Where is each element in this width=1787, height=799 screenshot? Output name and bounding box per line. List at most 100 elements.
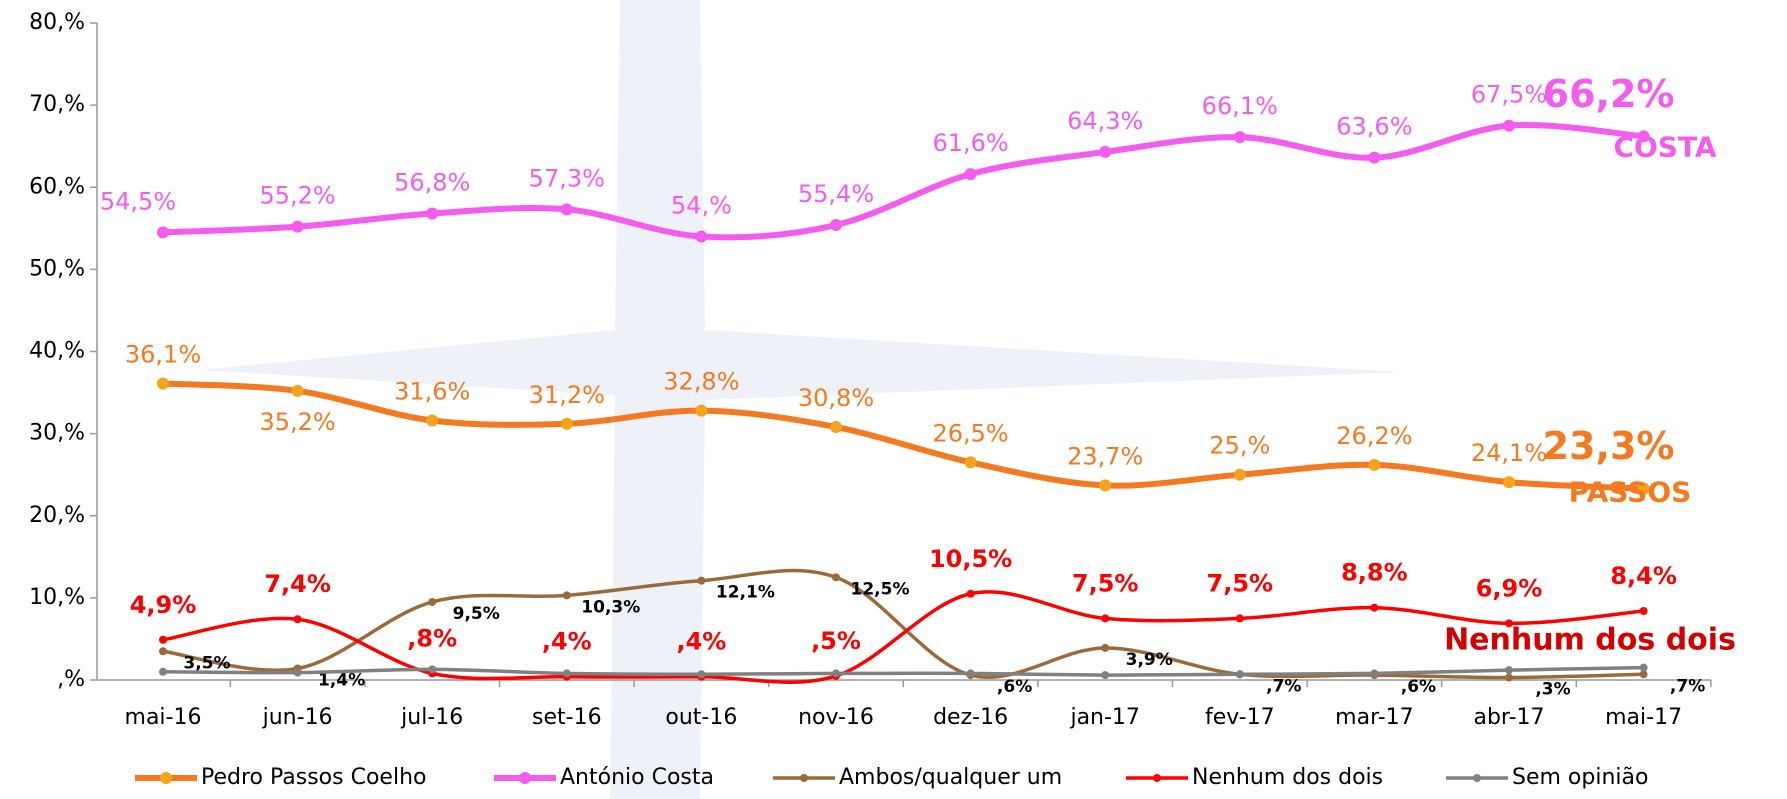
data-label: ,4% (676, 628, 726, 656)
data-point (157, 378, 169, 390)
data-point (1370, 669, 1378, 677)
x-tick-label: jul-16 (400, 705, 463, 730)
data-point (965, 168, 977, 180)
data-label: 9,5% (453, 604, 500, 624)
legend-label: Nenhum dos dois (1192, 765, 1383, 790)
data-point (1234, 469, 1246, 481)
data-label: 66,1% (1202, 92, 1278, 120)
data-point (563, 669, 571, 677)
data-point (292, 385, 304, 397)
data-label: 23,3% (1543, 424, 1675, 468)
data-label: 31,6% (394, 377, 470, 405)
legend-marker (1473, 774, 1481, 782)
data-label: 10,3% (581, 597, 640, 617)
data-point (1503, 476, 1515, 488)
annotation: COSTA (1613, 130, 1716, 163)
x-tick-label: out-16 (665, 705, 737, 730)
data-label: 35,2% (259, 408, 335, 436)
data-point (1505, 666, 1513, 674)
data-point (1236, 614, 1244, 622)
data-label: 7,5% (1072, 569, 1139, 597)
data-point (1370, 604, 1378, 612)
x-tick-label: abr-17 (1473, 705, 1544, 730)
data-label: 10,5% (929, 545, 1012, 573)
data-label: ,6% (997, 677, 1032, 697)
data-label: 36,1% (125, 341, 201, 369)
legend-label: Sem opinião (1512, 765, 1648, 790)
legend-label: Ambos/qualquer um (839, 765, 1062, 790)
data-point (561, 418, 573, 430)
data-label: 8,8% (1341, 559, 1408, 587)
data-label: 55,4% (798, 180, 874, 208)
data-point (832, 573, 840, 581)
data-label: 63,6% (1336, 113, 1412, 141)
chart: ,%10,%20,%30,%40,%50,%60,%70,%80,%mai-16… (0, 0, 1787, 799)
data-label: 61,6% (932, 129, 1008, 157)
series-line (163, 668, 1644, 675)
x-tick-label: set-16 (532, 705, 602, 730)
data-point (1640, 664, 1648, 672)
series-line (163, 125, 1644, 237)
y-tick-label: 80,% (29, 10, 85, 35)
data-label: 55,2% (259, 182, 335, 210)
x-tick-label: nov-16 (798, 705, 874, 730)
data-label: 7,5% (1207, 569, 1274, 597)
data-point (830, 421, 842, 433)
data-label: ,5% (811, 627, 861, 655)
data-point (159, 636, 167, 644)
x-tick-label: mar-17 (1335, 705, 1413, 730)
data-point (1101, 644, 1109, 652)
y-tick-label: 40,% (29, 339, 85, 364)
data-point (294, 669, 302, 677)
data-label: 54,% (671, 192, 732, 220)
data-point (1234, 131, 1246, 143)
data-point (428, 665, 436, 673)
data-point (159, 668, 167, 676)
legend-label: António Costa (560, 765, 714, 790)
y-tick-label: 50,% (29, 256, 85, 281)
legend-marker (800, 774, 808, 782)
data-point (294, 615, 302, 623)
data-label: 12,5% (851, 579, 910, 599)
x-tick-label: mai-16 (125, 705, 202, 730)
data-point (428, 598, 436, 606)
data-label: ,8% (407, 624, 457, 652)
data-label: 25,% (1209, 432, 1270, 460)
data-point (695, 231, 707, 243)
data-point (1101, 614, 1109, 622)
legend-marker (160, 772, 172, 784)
data-label: 56,8% (394, 169, 470, 197)
data-label: 57,3% (529, 164, 605, 192)
y-tick-label: 10,% (29, 585, 85, 610)
data-label: ,6% (1401, 677, 1436, 697)
data-point (697, 577, 705, 585)
data-point (965, 456, 977, 468)
series-line (163, 384, 1644, 489)
data-label: 3,9% (1126, 650, 1173, 670)
data-label: 8,4% (1610, 562, 1677, 590)
data-point (695, 405, 707, 417)
data-label: 7,4% (264, 570, 331, 598)
data-point (1368, 459, 1380, 471)
y-tick-label: 20,% (29, 503, 85, 528)
data-label: ,4% (542, 628, 592, 656)
data-point (1099, 479, 1111, 491)
data-label: 31,2% (529, 381, 605, 409)
data-point (967, 590, 975, 598)
data-label: 24,1% (1471, 439, 1547, 467)
data-label: ,7% (1266, 676, 1301, 696)
data-label: 67,5% (1471, 81, 1547, 109)
data-point (1236, 670, 1244, 678)
data-label: ,7% (1670, 676, 1705, 696)
data-point (1505, 674, 1513, 682)
y-tick-label: 30,% (29, 421, 85, 446)
x-tick-label: mai-17 (1605, 705, 1682, 730)
data-point (1503, 120, 1515, 132)
legend-marker (519, 772, 531, 784)
data-label: 26,2% (1336, 422, 1412, 450)
x-tick-label: jun-16 (262, 705, 333, 730)
data-point (426, 208, 438, 220)
data-point (292, 221, 304, 233)
data-label: 26,5% (932, 419, 1008, 447)
data-label: 3,5% (183, 653, 230, 673)
